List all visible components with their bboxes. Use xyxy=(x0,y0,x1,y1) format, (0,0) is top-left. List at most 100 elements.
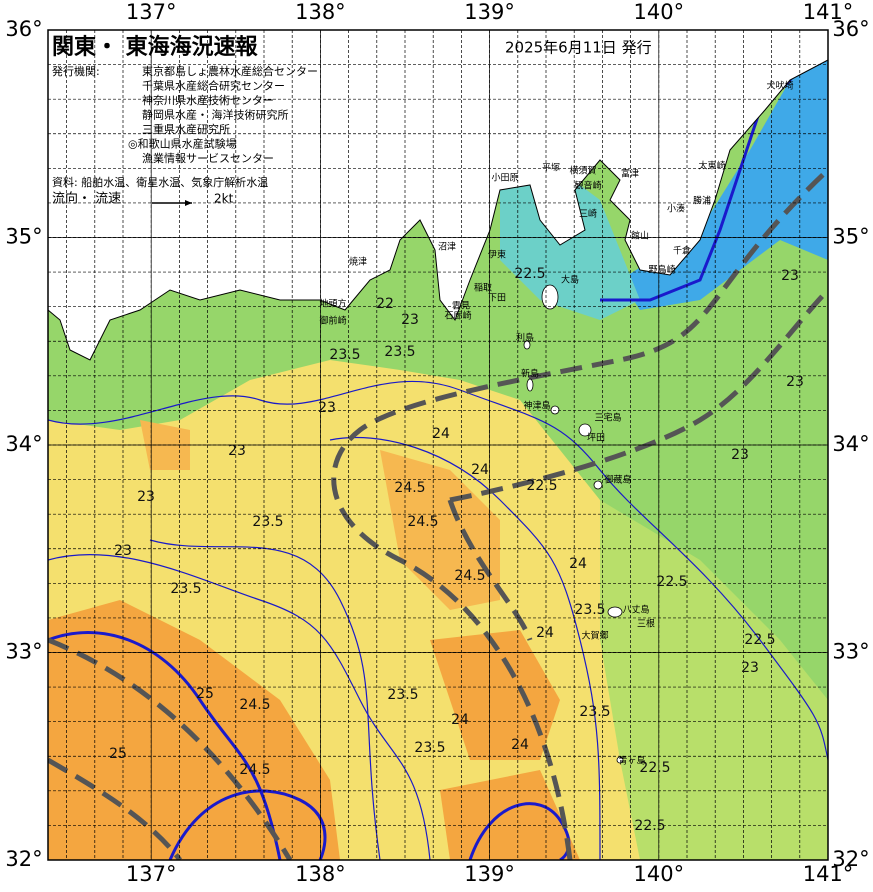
place-name: 三根 xyxy=(637,618,655,630)
contour-label: 23.5 xyxy=(329,347,360,363)
place-name: 御前崎 xyxy=(319,315,346,327)
flow-label: 流向・ 流速 xyxy=(52,191,121,207)
place-name: 雲見 xyxy=(452,301,470,312)
title: 関東・ 東海海況速報 xyxy=(52,34,259,60)
lat-label-left: 35° xyxy=(5,225,42,249)
contour-label: 24.5 xyxy=(407,514,438,530)
contour-label: 23 xyxy=(781,268,799,284)
place-name: 八丈島 xyxy=(622,604,649,616)
place-name: 御蔵島 xyxy=(604,474,631,486)
contour-label: 23.5 xyxy=(384,344,415,360)
place-name: 横須賀 xyxy=(569,165,596,177)
contour-label: 24 xyxy=(471,462,489,478)
place-name: 利島 xyxy=(516,332,534,344)
issuer: 漁業情報サービスセンター xyxy=(142,151,274,165)
contour-label: 24.5 xyxy=(394,480,425,496)
contour-label: 22.5 xyxy=(639,760,670,776)
issuer-label: 発行機関: xyxy=(52,64,100,78)
contour-label: 24 xyxy=(432,426,450,442)
sea xyxy=(48,30,828,860)
contour-label: 24 xyxy=(451,712,469,728)
lon-label-top: 138° xyxy=(295,0,346,24)
lat-label-left: 33° xyxy=(5,640,42,664)
issuer: 東京都島しょ農林水産総合センター xyxy=(142,64,318,78)
contour-label: 23 xyxy=(114,543,132,559)
islands xyxy=(523,284,624,764)
land xyxy=(48,30,828,361)
lat-label-right: 36° xyxy=(832,17,869,41)
place-name: 焼津 xyxy=(349,257,367,268)
place-name: 地頭方 xyxy=(319,298,346,310)
contour-label: 22.5 xyxy=(526,478,557,494)
place-name: 千倉 xyxy=(673,245,691,257)
issue-date: 2025年6月11日 発行 xyxy=(505,39,652,57)
place-name: 館山 xyxy=(631,230,649,242)
place-name: 沼津 xyxy=(438,242,456,253)
contour-label: 22.5 xyxy=(656,574,687,590)
contour-label: 22.5 xyxy=(744,632,775,648)
contour-label: 23 xyxy=(731,447,749,463)
lat-label-right: 34° xyxy=(832,432,869,456)
flow-scale: 2kt xyxy=(214,192,234,206)
issuer: 静岡県水産・ 海洋技術研究所 xyxy=(142,108,289,122)
place-name: 観音崎 xyxy=(574,180,601,192)
contour-label: 24.5 xyxy=(454,568,485,584)
place-name: 稲取 xyxy=(474,282,492,294)
lat-label-right: 32° xyxy=(832,847,869,871)
place-name: 石廊崎 xyxy=(444,310,471,322)
lat-label-left: 36° xyxy=(5,17,42,41)
contour-label: 24.5 xyxy=(239,762,270,778)
place-name: 青ヶ島 xyxy=(618,755,645,767)
place-name: 犬吠埼 xyxy=(766,80,793,92)
contour-label: 23.5 xyxy=(387,687,418,703)
place-name: 小湊 xyxy=(667,203,685,215)
place-name: 三宅島 xyxy=(594,412,621,424)
lon-label-bottom: 140° xyxy=(634,862,685,886)
lat-label-right: 33° xyxy=(832,640,869,664)
lon-label-top: 140° xyxy=(634,0,685,24)
place-name: 三崎 xyxy=(579,208,597,220)
contour-label: 24 xyxy=(511,737,529,753)
place-name: 下田 xyxy=(488,293,506,304)
place-name: 太東崎 xyxy=(698,160,725,172)
contour-label: 23 xyxy=(786,374,804,390)
issuer: 神奈川県水産技術センター xyxy=(142,93,274,107)
place-name: 野島崎 xyxy=(648,264,675,276)
contour-label: 23 xyxy=(318,400,336,416)
place-name: 伊東 xyxy=(488,249,506,261)
contour-label: 23 xyxy=(137,489,155,505)
contour-label: 22 xyxy=(376,296,394,312)
contour-label: 25 xyxy=(109,746,127,762)
lat-label-left: 34° xyxy=(5,432,42,456)
contour-label: 23 xyxy=(741,660,759,676)
lon-label-bottom: 139° xyxy=(464,862,515,886)
sources: 資料: 船舶水温、衛星水温、気象庁解析水温 xyxy=(52,175,268,189)
contour-label: 23.5 xyxy=(252,514,283,530)
contour-label: 23.5 xyxy=(170,581,201,597)
contour-label: 23.5 xyxy=(574,602,605,618)
place-name: 坪田 xyxy=(587,433,605,444)
lat-label-right: 35° xyxy=(832,225,869,249)
lon-label-top: 139° xyxy=(464,0,515,24)
contour-label: 24.5 xyxy=(239,697,270,713)
contour-label: 22.5 xyxy=(514,266,545,282)
place-name: 平塚 xyxy=(542,163,560,174)
place-name: 富津 xyxy=(621,168,639,180)
lat-label-left: 32° xyxy=(5,847,42,871)
contour-label: 22.5 xyxy=(634,818,665,834)
issuer: 千葉県水産総合研究センター xyxy=(142,79,285,93)
contour-label: 25 xyxy=(196,686,214,702)
contour-label: 23 xyxy=(228,443,246,459)
lon-label-top: 141° xyxy=(803,0,854,24)
lon-label-bottom: 138° xyxy=(295,862,346,886)
contour-label: 24 xyxy=(569,556,587,572)
place-name: 小田原 xyxy=(491,173,518,184)
issuer: ◎和歌山県水産試験場 xyxy=(128,137,237,151)
contour-label: 23.5 xyxy=(414,740,445,756)
contour-label: 23.5 xyxy=(579,704,610,720)
lon-label-top: 137° xyxy=(126,0,177,24)
flow-arrowhead xyxy=(185,200,192,206)
place-name: 大賀郷 xyxy=(581,630,608,642)
place-name: 新島 xyxy=(521,368,539,380)
